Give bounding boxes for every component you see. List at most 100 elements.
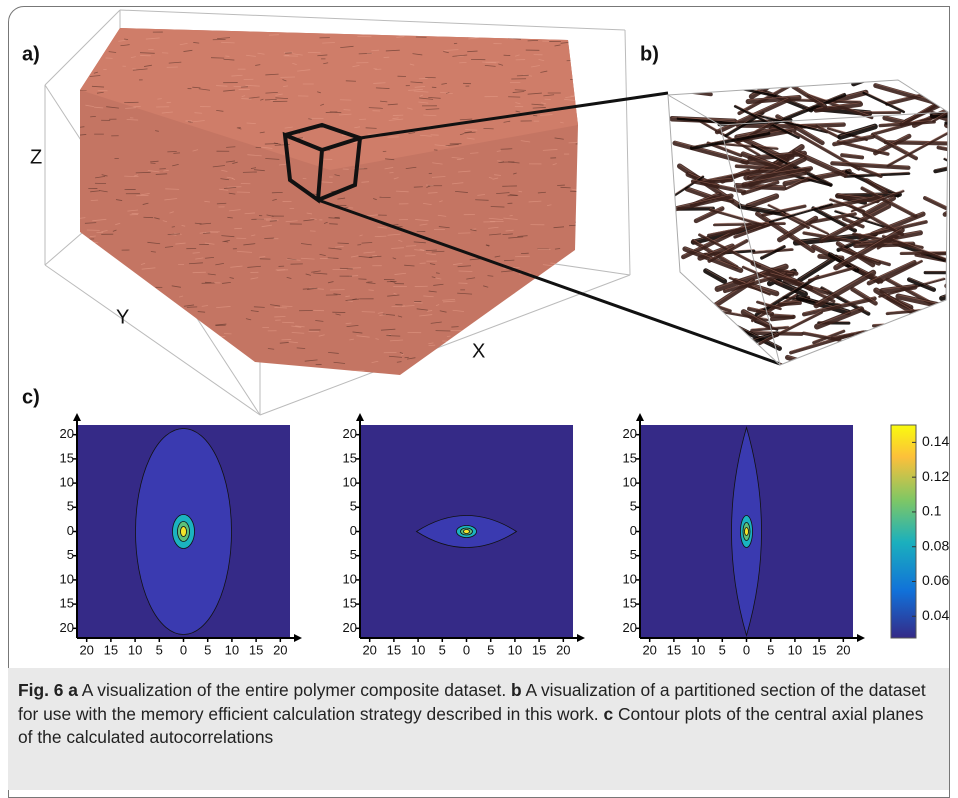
caption-text: Fig. 6 a: [18, 680, 78, 700]
texture-stroke: [509, 357, 524, 358]
texture-stroke: [125, 303, 134, 304]
texture-stroke: [308, 119, 312, 120]
texture-stroke: [524, 352, 538, 353]
x-tick-label: 0: [180, 642, 187, 657]
texture-stroke: [459, 271, 473, 272]
x-tick-label: 15: [387, 642, 401, 657]
texture-stroke: [507, 341, 521, 342]
texture-stroke: [291, 30, 299, 31]
texture-stroke: [204, 338, 217, 339]
texture-stroke: [495, 355, 500, 356]
texture-stroke: [467, 36, 471, 37]
texture-stroke: [337, 243, 348, 244]
y-tick-label: 5: [630, 499, 637, 514]
texture-stroke: [495, 350, 509, 351]
texture-stroke: [78, 368, 91, 369]
texture-stroke: [472, 229, 476, 230]
y-tick-label: 5: [630, 547, 637, 562]
texture-stroke: [130, 282, 141, 283]
fiber-edge: [949, 290, 958, 304]
y-tick-label: 10: [623, 475, 637, 490]
texture-stroke: [76, 244, 82, 245]
y-tick-label: 15: [343, 450, 357, 465]
x-tick-label: 20: [273, 642, 287, 657]
fiber-edge: [705, 317, 722, 327]
texture-stroke: [506, 342, 510, 343]
x-tick-label: 20: [642, 642, 656, 657]
fiber: [706, 271, 725, 281]
y-tick-label: 5: [67, 547, 74, 562]
x-tick-label: 20: [362, 642, 376, 657]
x-tick-label: 10: [788, 642, 802, 657]
fiber: [919, 304, 958, 331]
texture-stroke: [186, 346, 192, 347]
fiber-edge: [830, 355, 896, 380]
texture-stroke: [474, 28, 485, 29]
fiber: [779, 303, 799, 304]
fiber: [742, 364, 790, 386]
texture-stroke: [89, 378, 100, 379]
texture-stroke: [548, 376, 558, 377]
section-render: [668, 61, 958, 394]
texture-stroke: [107, 294, 114, 295]
fiber: [823, 78, 848, 83]
texture-stroke: [75, 351, 81, 352]
y-tick-label: 20: [60, 620, 74, 635]
fiber: [695, 344, 726, 351]
texture-stroke: [387, 27, 394, 28]
x-tick-label: 5: [156, 642, 163, 657]
fiber: [735, 364, 781, 365]
texture-stroke: [429, 345, 436, 346]
texture-stroke: [514, 377, 528, 378]
colorbar-label: 0.04: [922, 607, 949, 623]
texture-stroke: [199, 347, 202, 348]
texture-stroke: [265, 99, 277, 100]
y-tick-label: 20: [623, 426, 637, 441]
texture-stroke: [103, 293, 110, 294]
x-tick-label: 15: [249, 642, 263, 657]
texture-stroke: [203, 371, 214, 372]
texture-stroke: [532, 305, 543, 306]
panel-label: c): [22, 386, 40, 408]
texture-stroke: [224, 368, 228, 369]
fiber-edge: [854, 61, 913, 83]
texture-stroke: [533, 361, 542, 362]
y-tick-label: 15: [623, 596, 637, 611]
fiber: [947, 125, 958, 147]
texture-stroke: [221, 28, 231, 29]
y-tick-label: 5: [350, 547, 357, 562]
texture-stroke: [83, 47, 91, 48]
fiber-edge: [876, 84, 947, 104]
texture-stroke: [416, 372, 421, 373]
texture-stroke: [75, 240, 86, 241]
texture-stroke: [480, 337, 484, 338]
texture-stroke: [255, 369, 270, 370]
texture-stroke: [543, 285, 554, 286]
fiber: [898, 346, 946, 369]
x-tick-label: 5: [767, 642, 774, 657]
texture-stroke: [223, 377, 226, 378]
texture-stroke: [481, 318, 485, 319]
texture-stroke: [579, 181, 588, 182]
texture-stroke: [514, 294, 521, 295]
texture-stroke: [536, 292, 541, 293]
texture-stroke: [540, 328, 552, 329]
panel-label: a): [22, 43, 40, 65]
texture-stroke: [498, 317, 513, 318]
colorbar-label: 0.08: [922, 537, 949, 553]
texture-stroke: [152, 316, 160, 317]
texture-stroke: [77, 26, 85, 27]
x-tick-label: 10: [411, 642, 425, 657]
texture-stroke: [506, 333, 520, 334]
texture-stroke: [491, 207, 505, 208]
texture-stroke: [216, 371, 219, 372]
y-tick-label: 10: [60, 475, 74, 490]
caption-text: A visualization of the entire polymer co…: [78, 680, 511, 700]
fiber: [919, 320, 958, 328]
y-tick-label: 20: [623, 620, 637, 635]
fiber: [707, 367, 736, 368]
fiber-edge: [815, 353, 881, 379]
fiber-edge: [686, 343, 708, 356]
texture-stroke: [220, 373, 225, 374]
texture-stroke: [526, 30, 530, 31]
